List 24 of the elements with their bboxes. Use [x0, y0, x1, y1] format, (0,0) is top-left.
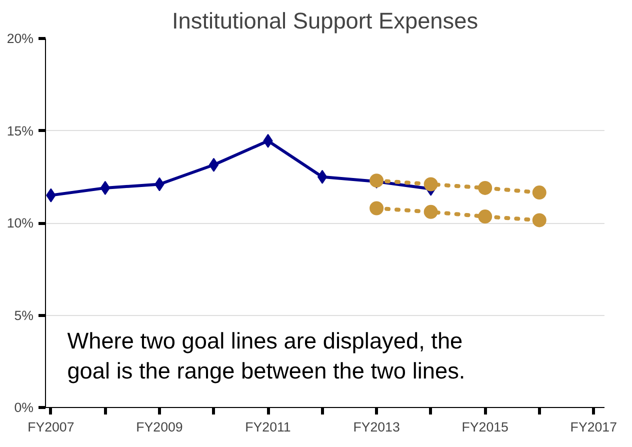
point — [424, 204, 438, 219]
point — [478, 180, 492, 195]
x-tick-label: FY2011 — [245, 420, 291, 434]
point — [317, 170, 328, 184]
point — [532, 213, 546, 228]
y-tick-label: 10% — [6, 216, 34, 230]
point — [370, 201, 384, 216]
point — [370, 174, 384, 188]
x-tick-label: FY2013 — [353, 420, 400, 434]
x-tick-label: FY2009 — [136, 420, 183, 434]
point — [208, 158, 219, 172]
x-tick-label: FY2007 — [28, 420, 74, 434]
point — [100, 180, 110, 195]
y-tick-label: 0% — [14, 400, 34, 415]
x-tick-label: FY2015 — [462, 420, 508, 434]
point — [424, 177, 438, 192]
y-tick-label: 5% — [14, 308, 34, 323]
x-tick-label: FY2017 — [570, 420, 617, 434]
chart-title: Institutional Support Expenses — [172, 8, 478, 34]
y-tick-label: 15% — [6, 123, 34, 138]
y-tick-label: 20% — [6, 31, 34, 46]
annotation: Where two goal lines are displayed, the goal is the range between the two lines. — [67, 328, 466, 384]
point — [532, 186, 546, 200]
point — [478, 210, 492, 224]
